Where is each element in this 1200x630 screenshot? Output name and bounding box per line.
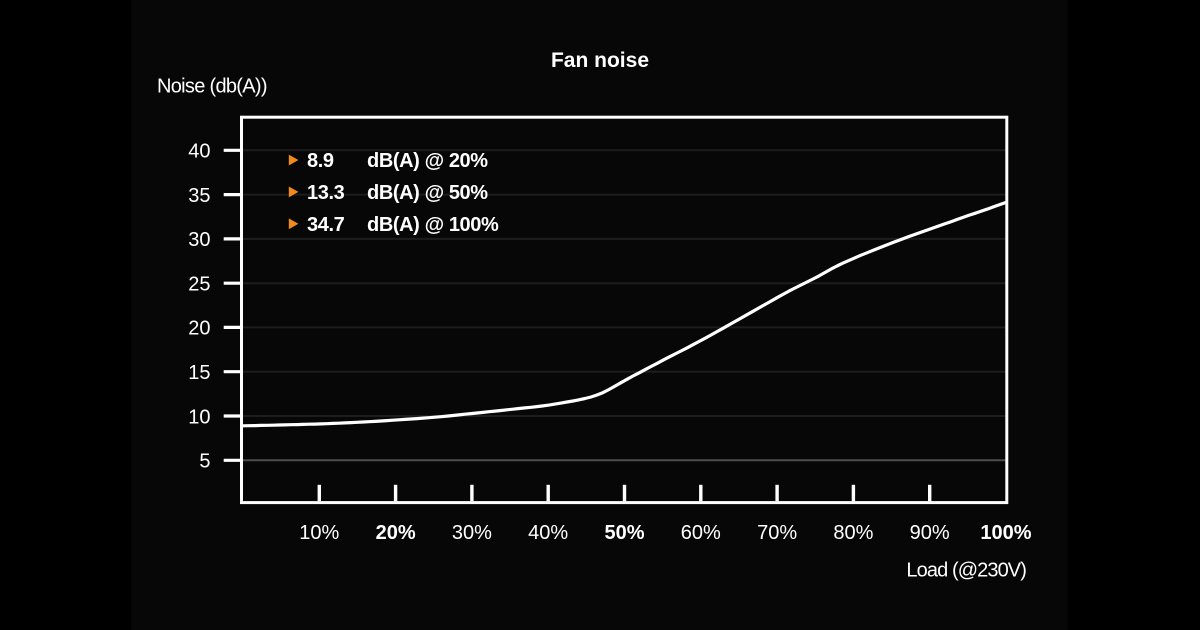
svg-text:20%: 20% xyxy=(376,522,416,544)
svg-text:80%: 80% xyxy=(833,522,873,544)
svg-text:25: 25 xyxy=(188,274,210,296)
svg-text:Load (@230V): Load (@230V) xyxy=(906,559,1026,581)
svg-text:100%: 100% xyxy=(980,522,1031,544)
svg-text:dB(A) @ 50%: dB(A) @ 50% xyxy=(367,182,488,204)
svg-text:30: 30 xyxy=(188,229,210,251)
svg-text:70%: 70% xyxy=(757,522,797,544)
svg-text:dB(A) @ 100%: dB(A) @ 100% xyxy=(367,214,499,236)
svg-text:35: 35 xyxy=(188,185,210,207)
svg-text:8.9: 8.9 xyxy=(307,150,334,172)
svg-text:40: 40 xyxy=(188,141,210,163)
svg-text:10%: 10% xyxy=(299,522,339,544)
svg-text:Fan noise: Fan noise xyxy=(551,49,649,72)
svg-text:90%: 90% xyxy=(910,522,950,544)
svg-text:13.3: 13.3 xyxy=(307,182,345,204)
svg-text:10: 10 xyxy=(188,406,210,428)
svg-text:5: 5 xyxy=(199,451,210,473)
svg-text:Noise (db(A)): Noise (db(A)) xyxy=(157,75,267,97)
svg-text:dB(A) @ 20%: dB(A) @ 20% xyxy=(367,150,488,172)
svg-text:34.7: 34.7 xyxy=(307,214,345,236)
svg-text:30%: 30% xyxy=(452,522,492,544)
svg-text:40%: 40% xyxy=(528,522,568,544)
svg-text:15: 15 xyxy=(188,362,210,384)
svg-text:60%: 60% xyxy=(681,522,721,544)
svg-text:50%: 50% xyxy=(604,522,644,544)
svg-text:20: 20 xyxy=(188,318,210,340)
